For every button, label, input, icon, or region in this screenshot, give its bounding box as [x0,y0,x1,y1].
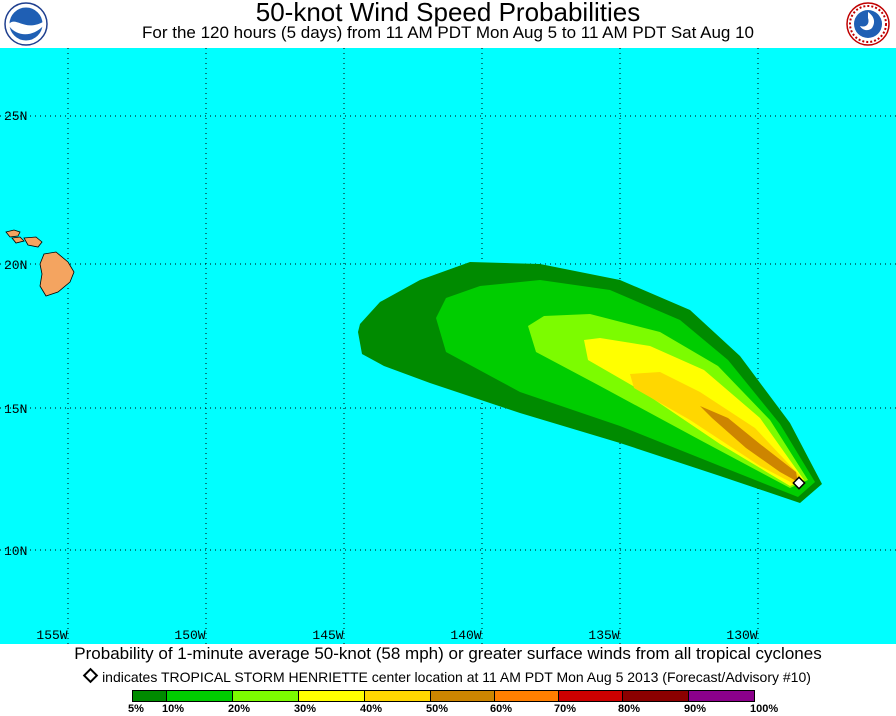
nws-logo [846,2,890,46]
legend-color-box [494,690,559,702]
legend-label: 20% [228,703,251,715]
island-molokai-maui [23,236,43,248]
lon-label: 145W [312,628,343,643]
legend-color-box [622,690,689,702]
diamond-icon [82,667,99,684]
island-big [39,251,75,297]
legend-label: 90% [684,703,707,715]
lon-label: 140W [450,628,481,643]
legend-label: 5% [128,703,144,715]
legend-label: 60% [490,703,513,715]
legend-label: 100% [750,703,779,715]
lat-label: 20N [4,258,27,273]
noaa-logo [4,2,48,46]
probability-legend: 5% 10% 20% 30% 40% 50% 60% 70% 80% 90% 100% [0,688,896,716]
lat-label: 10N [4,544,27,559]
contour-50-60 [700,406,798,482]
lon-label: 155W [36,628,67,643]
lon-label: 135W [588,628,619,643]
lat-label: 25N [4,109,27,124]
storm-note-text: indicates TROPICAL STORM HENRIETTE cente… [102,669,811,685]
page-title: 50-knot Wind Speed Probabilities [255,0,641,27]
legend-label: 80% [618,703,641,715]
island-oahu [11,236,25,244]
storm-center-marker [792,476,806,490]
contour-40-50 [630,372,800,486]
legend-color-box [166,690,233,702]
legend-color-box [688,690,755,702]
footer: Probability of 1-minute average 50-knot … [0,644,896,716]
header: 50-knot Wind Speed Probabilities For the… [0,0,896,48]
legend-label: 40% [360,703,383,715]
legend-color-box [430,690,495,702]
lon-label: 150W [174,628,205,643]
page-subtitle: For the 120 hours (5 days) from 11 AM PD… [142,23,754,42]
probability-map: 25N 20N 15N 10N 155W 150W 145W 140W 135W… [0,48,896,644]
legend-color-box [298,690,365,702]
legend-color-box [232,690,299,702]
legend-label: 50% [426,703,449,715]
legend-label: 10% [162,703,185,715]
map-caption: Probability of 1-minute average 50-knot … [74,644,822,663]
map-canvas: 25N 20N 15N 10N 155W 150W 145W 140W 135W… [0,48,896,644]
lon-label: 130W [726,628,757,643]
lat-label: 15N [4,402,27,417]
hawaii-islands [5,229,75,297]
legend-color-box [132,690,167,702]
storm-note: indicates TROPICAL STORM HENRIETTE cente… [0,667,896,686]
legend-color-box [364,690,431,702]
legend-color-box [558,690,623,702]
legend-label: 30% [294,703,317,715]
island-kauai [5,229,21,238]
legend-label: 70% [554,703,577,715]
probability-swath [358,262,822,503]
